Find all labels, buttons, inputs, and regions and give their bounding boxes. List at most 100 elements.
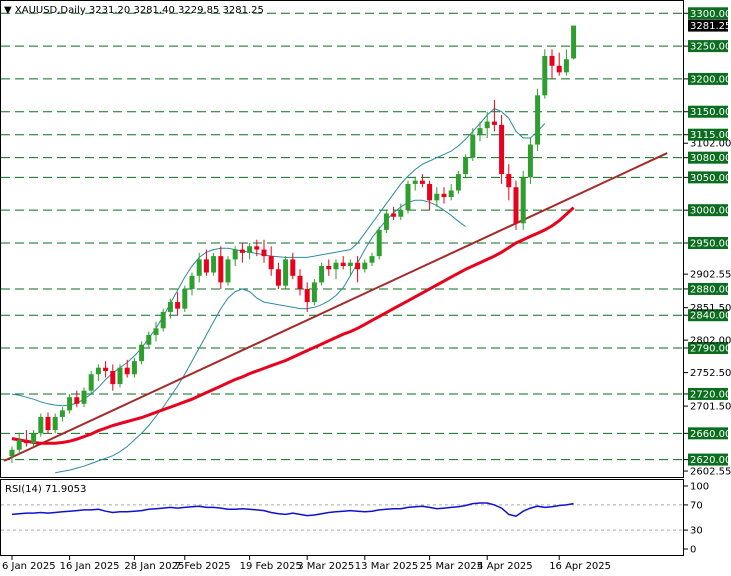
date-label: 3 Mar 2025 — [297, 561, 354, 572]
candle-body — [9, 449, 15, 457]
price-level-tag — [688, 342, 728, 355]
candle-body — [167, 302, 173, 312]
rsi-indicator: 100 70 30 0 — [1, 482, 709, 556]
candle-body — [203, 259, 209, 273]
candle-body — [362, 262, 368, 270]
price-level-label: 2620.00 — [690, 455, 731, 466]
candle-body — [211, 256, 217, 273]
price-level-tag — [688, 204, 728, 217]
price-level-tag — [688, 40, 728, 53]
price-level-tag — [688, 151, 728, 164]
candle-body — [491, 121, 497, 125]
candle-body — [275, 269, 281, 286]
candle-body — [340, 262, 346, 266]
price-level-label: 3150.00 — [690, 107, 731, 118]
candle-body — [189, 275, 195, 289]
candle-body — [268, 256, 274, 270]
candle-body — [247, 246, 253, 253]
date-label: 13 Mar 2025 — [355, 561, 418, 572]
candle-body — [412, 180, 418, 184]
candle-body — [556, 65, 562, 73]
horizontal-levels — [1, 12, 684, 461]
date-label: 28 Jan 2025 — [124, 561, 184, 572]
candle-body — [175, 302, 181, 309]
candle-body — [103, 367, 109, 371]
candle-body — [477, 128, 483, 135]
candle-body — [549, 55, 555, 66]
candle-body — [376, 229, 382, 257]
price-tick-label: 2851.50 — [690, 303, 731, 314]
candle-body — [470, 134, 476, 158]
date-label: 25 Mar 2025 — [420, 561, 483, 572]
candle-body — [484, 121, 490, 129]
bollinger-bands — [11, 107, 546, 474]
price-level-label: 3050.00 — [690, 173, 731, 184]
main-panel[interactable] — [0, 0, 684, 478]
rsi-line — [11, 502, 574, 518]
candle-body — [67, 397, 73, 411]
candle-body — [499, 124, 505, 175]
candle-body — [254, 246, 260, 250]
candle-body — [297, 275, 303, 289]
candle-body — [326, 265, 332, 270]
candle-body — [74, 397, 80, 404]
candle-body — [59, 410, 65, 417]
chart-header: ▼ XAUUSD,Daily 3231.20 3281.40 3229.85 3… — [4, 5, 264, 16]
price-tick-label: 2902.55 — [690, 270, 731, 281]
price-level-tag — [688, 171, 728, 184]
candle-body — [398, 210, 404, 217]
candle-body — [405, 183, 411, 211]
price-level-label: 3080.00 — [690, 153, 731, 164]
candle-body — [290, 259, 296, 276]
candle-body — [218, 256, 224, 283]
rsi-tick-label: 100 — [690, 482, 709, 493]
candle-body — [563, 59, 569, 73]
candle-body — [304, 288, 310, 303]
price-level-tag — [688, 128, 728, 141]
candle-body — [513, 187, 519, 224]
price-level-label: 3300.00 — [690, 9, 731, 20]
date-label: 19 Feb 2025 — [240, 561, 302, 572]
candle-body — [520, 177, 526, 224]
candle-body — [196, 259, 202, 276]
rsi-tick-label: 0 — [690, 545, 696, 556]
candle-body — [347, 262, 353, 266]
candle-body — [124, 367, 130, 375]
price-level-label: 3115.00 — [690, 130, 731, 141]
price-level-tag — [688, 309, 728, 322]
candle-body — [232, 249, 238, 260]
header-triangle-icon: ▼ — [4, 5, 15, 16]
date-label: 16 Apr 2025 — [549, 561, 611, 572]
candle-body — [45, 416, 51, 431]
candle-body — [160, 311, 166, 329]
price-level-tag — [688, 7, 728, 20]
price-level-tag — [688, 453, 728, 466]
candle-body — [139, 344, 145, 362]
candlesticks — [9, 25, 577, 463]
rsi-panel[interactable] — [0, 479, 684, 556]
rsi-tick-label: 30 — [690, 526, 703, 537]
candle-body — [571, 25, 577, 59]
trendline[interactable] — [3, 152, 668, 462]
candle-body — [110, 370, 116, 385]
candle-body — [391, 213, 397, 217]
bollinger-lower-line — [55, 199, 466, 474]
price-level-tag — [688, 72, 728, 85]
candle-body — [369, 256, 375, 263]
price-level-tag — [688, 427, 728, 440]
price-level-tag — [688, 387, 728, 400]
candle-body — [16, 439, 22, 450]
price-level-label: 3200.00 — [690, 74, 731, 85]
candle-body — [333, 262, 339, 270]
date-label: 4 Apr 2025 — [477, 561, 532, 572]
candle-body — [52, 416, 58, 431]
price-level-label: 2840.00 — [690, 311, 731, 322]
candle-body — [527, 144, 533, 178]
current-price-tag — [688, 19, 728, 32]
date-label: 7 Feb 2025 — [175, 561, 231, 572]
moving-average-line — [11, 206, 575, 445]
candle-body — [131, 361, 137, 375]
candle-body — [38, 416, 44, 434]
